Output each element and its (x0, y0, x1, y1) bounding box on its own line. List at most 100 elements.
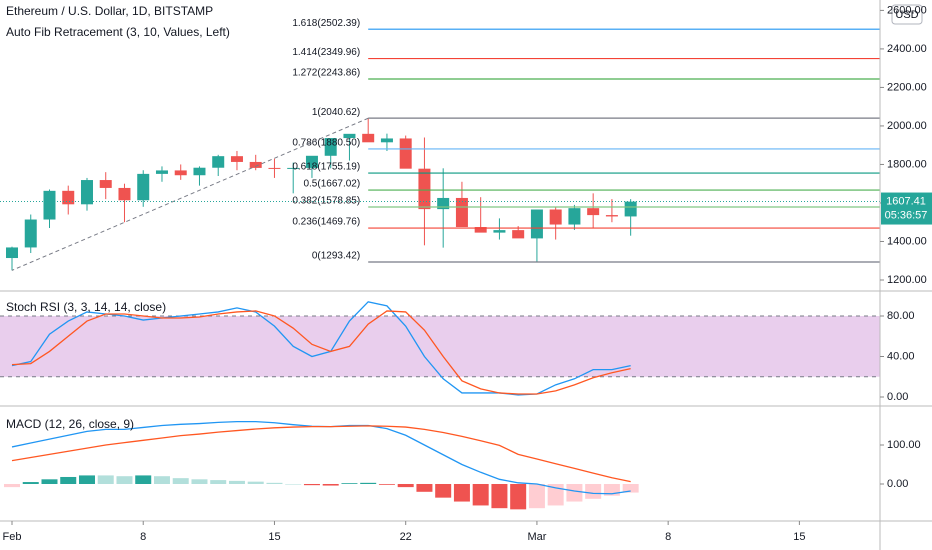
candle-body (193, 167, 206, 176)
candle-body (512, 230, 525, 239)
candle-body (437, 197, 450, 210)
candle-body (118, 187, 131, 201)
last-price-label: 1607.41 (886, 195, 926, 207)
y-tick-label: 1200.00 (887, 274, 927, 286)
fib-label: 1.618(2502.39) (292, 18, 360, 29)
x-tick-label: 15 (793, 531, 805, 543)
y-tick-label: 0.00 (887, 478, 908, 490)
histogram-bar (60, 476, 77, 484)
candle-body (137, 173, 150, 201)
candle-body (287, 167, 300, 169)
histogram-bar (378, 483, 395, 485)
series-line (11, 425, 631, 483)
series-line (11, 310, 631, 395)
fib-label: 0.786(1880.50) (292, 138, 360, 149)
x-tick-label: 15 (268, 531, 280, 543)
histogram-bar (228, 480, 245, 484)
candle-body (80, 180, 93, 205)
candle-body (212, 156, 225, 168)
candle-body (5, 247, 18, 259)
candle-body (399, 138, 412, 169)
currency-box[interactable] (891, 4, 923, 25)
candle-body (587, 208, 600, 216)
plot-area: 1.618(2502.39) 1.414(2349.96) 1.272(2243.8… (0, 18, 880, 510)
histogram-bar (603, 483, 620, 496)
candle-body (230, 156, 243, 162)
histogram-bar (153, 476, 170, 484)
candle-body (324, 138, 337, 156)
histogram-bar (116, 476, 133, 484)
histogram-bar (360, 482, 377, 484)
indicator-title: Stoch RSI (3, 3, 14, 14, close) (6, 300, 166, 314)
histogram-bar (78, 475, 95, 484)
histogram-bar (41, 479, 58, 484)
y-tick-label: 2600.00 (887, 4, 927, 16)
histogram-bar (585, 483, 602, 499)
histogram-bar (303, 483, 320, 486)
candle-body (380, 138, 393, 143)
y-tick-label: 1800.00 (887, 158, 927, 170)
countdown: 05:36:57 (885, 209, 928, 221)
candle-body (493, 230, 506, 233)
histogram-bar (566, 483, 583, 502)
fib-label: 0.382(1578.85) (292, 196, 360, 207)
indicator-title: Auto Fib Retracement (3, 10, Values, Lef… (6, 25, 230, 39)
currency[interactable]: USD (895, 9, 918, 21)
histogram-bar (322, 483, 339, 486)
candle-body (24, 219, 37, 248)
candle-body (549, 209, 562, 225)
histogram-bar (491, 483, 508, 509)
y-tick-label: 2400.00 (887, 43, 927, 55)
y-tick-label: 2200.00 (887, 81, 927, 93)
fib-label: 1.414(2349.96) (292, 47, 360, 58)
band (0, 315, 880, 377)
candle-body (62, 190, 75, 205)
y-tick-label: 0.00 (887, 391, 908, 403)
fib-label: 0.236(1469.76) (292, 217, 360, 228)
y-tick-label: 1400.00 (887, 235, 927, 247)
histogram-bar (172, 478, 189, 484)
candle-body (249, 161, 262, 168)
candle-body (530, 209, 543, 239)
candle-body (362, 133, 375, 143)
histogram-bar (397, 483, 414, 488)
fib-trend-line (11, 117, 369, 271)
histogram-bar (622, 483, 639, 493)
last-price-box (881, 192, 932, 225)
x-tick-label: 8 (665, 531, 671, 543)
candle-body (43, 190, 56, 220)
histogram-bar (22, 482, 39, 484)
candle-body (605, 215, 618, 217)
fib-label: 0.5(1667.02) (303, 179, 360, 190)
candle-body (568, 208, 581, 225)
candle-body (174, 170, 187, 176)
histogram-bar (135, 475, 152, 484)
y-tick-label: 40.00 (887, 350, 915, 362)
y-tick-label: 2000.00 (887, 120, 927, 132)
histogram-bar (416, 483, 433, 492)
y-tick-label: 100.00 (887, 439, 921, 451)
candle-body (305, 155, 318, 168)
histogram-bar (191, 479, 208, 484)
fib-label: 1(2040.62) (312, 107, 360, 118)
histogram-bar (3, 483, 20, 488)
histogram-bar (528, 483, 545, 509)
histogram-bar (472, 483, 489, 506)
fib-label: 0.618(1755.19) (292, 162, 360, 173)
x-tick-label: Mar (527, 531, 546, 543)
indicator-title: MACD (12, 26, close, 9) (6, 417, 134, 431)
histogram-bar (97, 475, 114, 484)
candle-body (343, 133, 356, 139)
histogram-bar (285, 483, 302, 485)
histogram-bar (210, 480, 227, 484)
histogram-bar (510, 483, 527, 510)
x-tick-label: 8 (140, 531, 146, 543)
candle-body (418, 168, 431, 210)
fib-label: 0(1293.42) (312, 251, 360, 262)
candle-body (268, 167, 281, 169)
x-tick-label: Feb (3, 531, 22, 543)
fib-label: 1.272(2243.86) (292, 68, 360, 79)
histogram-bar (453, 483, 470, 502)
y-tick-label: 80.00 (887, 310, 915, 322)
